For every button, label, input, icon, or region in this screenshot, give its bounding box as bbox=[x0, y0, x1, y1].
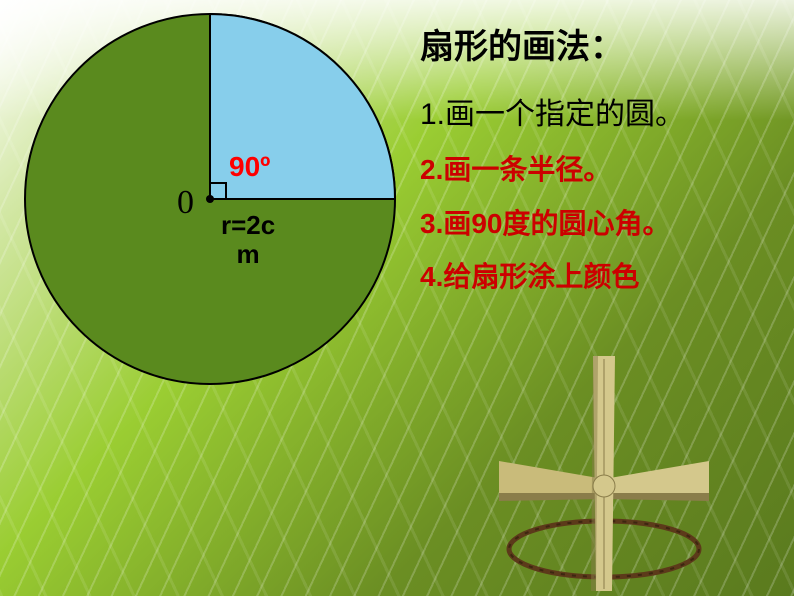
page-title: 扇形的画法： bbox=[420, 25, 790, 69]
step-3: 3.画90度的圆心角。 bbox=[420, 200, 790, 248]
palm-cross-decoration bbox=[474, 351, 734, 596]
cross-svg bbox=[474, 351, 734, 591]
angle-label: 90º bbox=[229, 151, 270, 183]
center-label: 0 bbox=[177, 184, 194, 222]
content-block: 扇形的画法： 1.画一个指定的圆。 2.画一条半径。 3.画90度的圆心角。 4… bbox=[420, 25, 790, 301]
radius-label-line1: r=2c bbox=[221, 210, 275, 240]
radius-label: r=2c m bbox=[221, 211, 275, 268]
circle-svg bbox=[15, 4, 405, 394]
step-1: 1.画一个指定的圆。 bbox=[420, 89, 790, 140]
circle-diagram: 0 90º r=2c m bbox=[15, 4, 405, 399]
cross-vertical bbox=[591, 356, 615, 591]
cross-knot bbox=[593, 475, 615, 497]
step-4: 4.给扇形涂上颜色 bbox=[420, 253, 790, 301]
step-2: 2.画一条半径。 bbox=[420, 146, 790, 194]
cross-arm-left bbox=[499, 461, 604, 501]
cross-arm-right bbox=[604, 461, 709, 501]
radius-label-line2: m bbox=[237, 239, 260, 269]
